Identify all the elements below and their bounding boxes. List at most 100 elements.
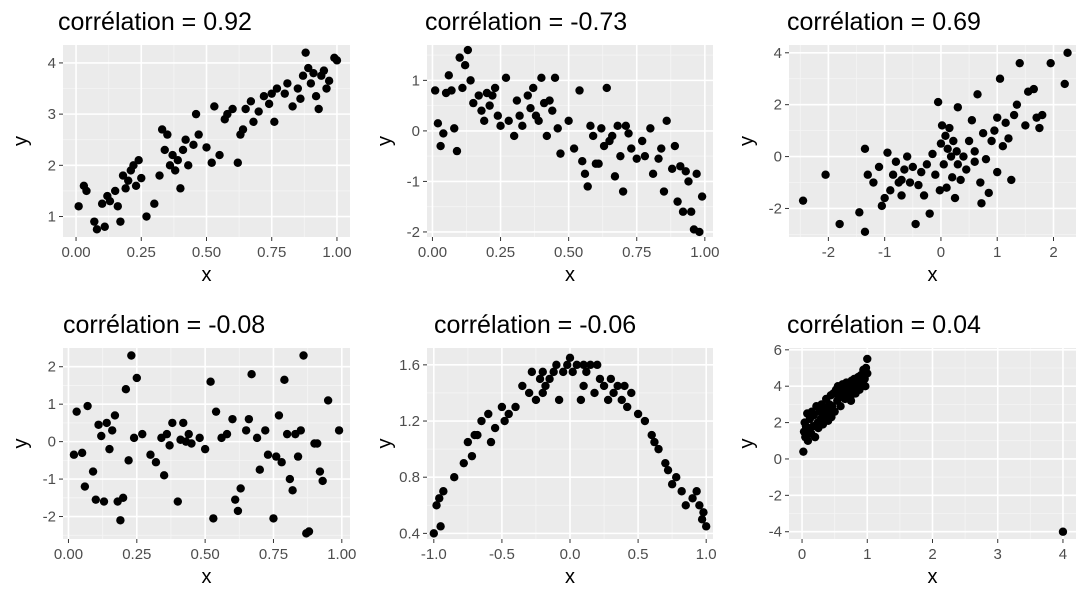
- data-point: [993, 167, 1002, 177]
- data-point: [200, 444, 210, 454]
- data-point: [110, 411, 120, 420]
- data-point: [488, 91, 497, 100]
- y-axis-title: y: [736, 136, 758, 146]
- data-point: [496, 121, 505, 131]
- data-point: [254, 107, 263, 116]
- data-point: [541, 381, 550, 391]
- data-point: [504, 116, 513, 125]
- data-point: [105, 444, 114, 454]
- x-tick-label: 1.00: [690, 244, 719, 261]
- data-point: [500, 416, 509, 426]
- data-point: [191, 109, 201, 119]
- y-tick-label: -2: [769, 200, 782, 217]
- data-point: [575, 86, 584, 95]
- scatter-points: [430, 45, 707, 237]
- x-tick-label: 1.00: [327, 546, 356, 563]
- data-point: [124, 456, 133, 465]
- data-point: [578, 157, 587, 166]
- data-point: [138, 429, 147, 439]
- data-point: [524, 388, 534, 398]
- data-point: [798, 196, 808, 205]
- data-point: [657, 144, 666, 153]
- data-point: [309, 68, 318, 78]
- data-point: [313, 439, 322, 448]
- data-point: [959, 152, 968, 161]
- data-point: [157, 433, 166, 443]
- data-point: [917, 167, 926, 177]
- data-point: [165, 161, 175, 170]
- data-point: [624, 129, 633, 138]
- scatter-points: [429, 353, 711, 538]
- data-point: [277, 458, 286, 467]
- data-point: [293, 84, 303, 93]
- y-tick-label: 1: [48, 396, 56, 413]
- data-point: [803, 436, 813, 445]
- chart-title: corrélation = -0.08: [63, 311, 265, 339]
- data-point: [692, 487, 701, 496]
- x-tick-label: 0.75: [622, 244, 651, 261]
- data-point: [1021, 121, 1030, 130]
- chart-panel-6: 0 1 2 3 4 -4 -2 0 2 4 6 corrélation = 0.04 x y: [736, 311, 1076, 588]
- x-tick-label: 0.00: [418, 244, 447, 261]
- data-point: [455, 53, 464, 62]
- data-point: [304, 527, 314, 536]
- data-point: [549, 367, 558, 377]
- data-point: [931, 170, 940, 179]
- data-point: [962, 165, 971, 174]
- data-point: [304, 63, 313, 73]
- y-tick-label: 2: [48, 359, 56, 376]
- data-point: [545, 374, 554, 384]
- data-point: [568, 367, 577, 377]
- x-tick-label: 0.25: [122, 546, 151, 563]
- data-point: [301, 48, 310, 57]
- data-point: [981, 154, 991, 164]
- data-point: [621, 121, 631, 131]
- data-point: [977, 199, 986, 208]
- data-point: [946, 152, 956, 161]
- data-point: [280, 89, 289, 98]
- data-point: [131, 181, 141, 190]
- data-point: [105, 196, 115, 206]
- data-point: [460, 61, 470, 70]
- data-point: [194, 130, 203, 139]
- data-point: [928, 149, 937, 159]
- y-axis-title: y: [374, 136, 396, 146]
- y-tick-label: 4: [774, 45, 782, 62]
- data-point: [1046, 58, 1055, 68]
- data-point: [267, 89, 276, 98]
- data-point: [1015, 58, 1024, 68]
- data-point: [314, 104, 323, 114]
- data-point: [1038, 110, 1047, 120]
- data-point: [280, 375, 289, 385]
- data-point: [439, 487, 448, 496]
- data-point: [474, 91, 483, 100]
- data-point: [463, 437, 473, 447]
- data-point: [914, 180, 923, 190]
- data-point: [993, 113, 1002, 122]
- data-point: [518, 121, 527, 131]
- data-point: [80, 482, 90, 491]
- data-point: [956, 175, 965, 185]
- data-point: [332, 56, 342, 65]
- data-point: [936, 139, 946, 148]
- data-point: [179, 418, 188, 428]
- data-point: [676, 162, 685, 171]
- data-point: [695, 227, 704, 237]
- data-point: [165, 441, 174, 450]
- data-point: [684, 177, 693, 186]
- data-point: [121, 384, 131, 394]
- data-point: [537, 73, 546, 83]
- y-tick-label: 6: [774, 342, 782, 359]
- data-point: [523, 91, 532, 100]
- data-point: [595, 374, 605, 384]
- data-point: [142, 212, 151, 221]
- data-point: [880, 193, 889, 203]
- data-point: [146, 450, 155, 459]
- data-point: [512, 96, 522, 105]
- data-point: [118, 493, 128, 503]
- data-point: [527, 367, 537, 377]
- y-tick-label: -2: [43, 509, 56, 526]
- x-axis-title: x: [928, 264, 938, 286]
- data-point: [659, 187, 669, 196]
- data-point: [576, 395, 586, 405]
